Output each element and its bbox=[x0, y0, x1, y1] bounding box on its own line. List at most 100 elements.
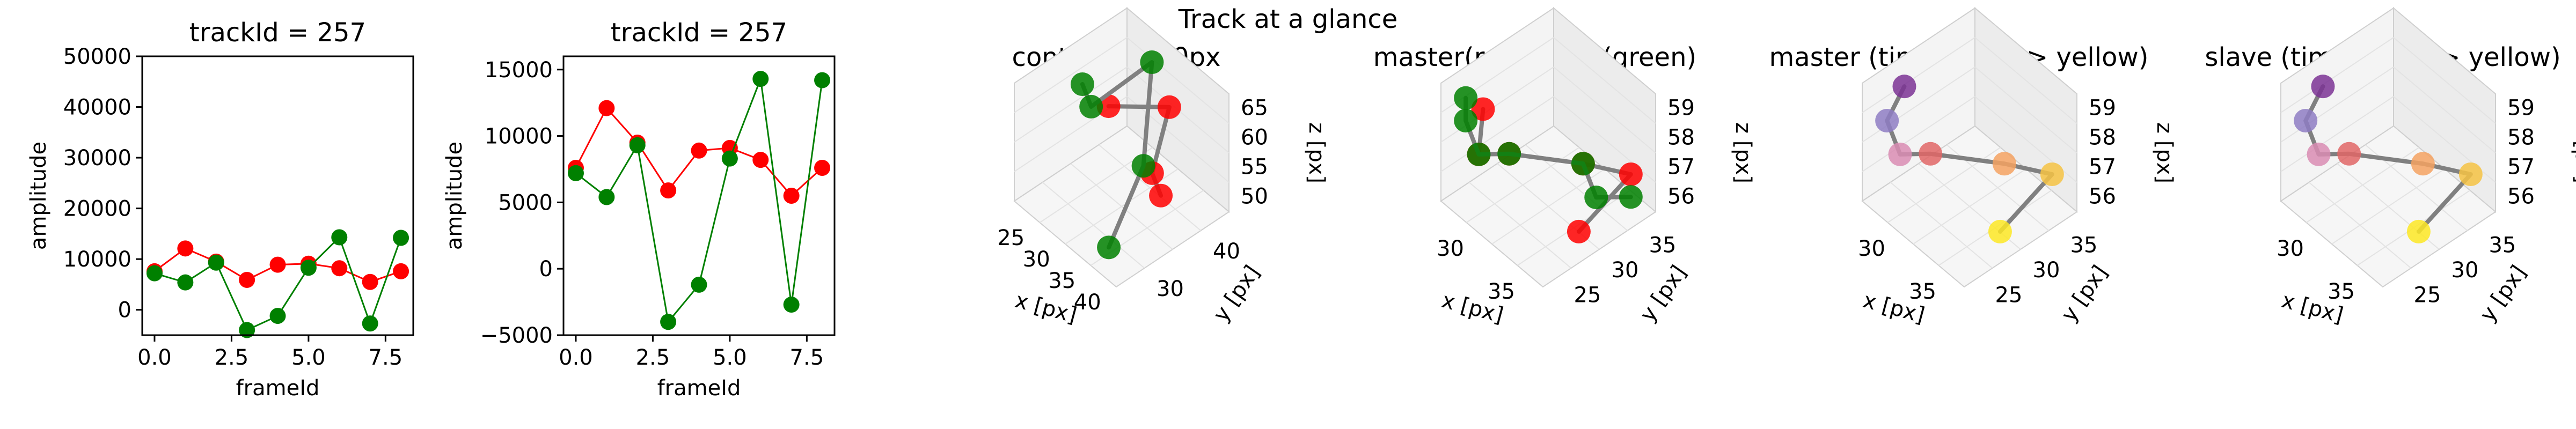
x-tick-label: 35 bbox=[2328, 279, 2355, 304]
x-tick-label: 7.5 bbox=[369, 345, 403, 370]
z-tick-label: 56 bbox=[2507, 184, 2535, 209]
data-point bbox=[208, 254, 224, 271]
time-point bbox=[2307, 142, 2331, 166]
slave-point bbox=[1097, 235, 1121, 260]
data-point bbox=[269, 256, 286, 273]
master-point bbox=[1567, 219, 1591, 243]
chart-title: trackId = 257 bbox=[189, 18, 366, 48]
y-axis-label: y [px] bbox=[1635, 261, 1692, 327]
slave-point bbox=[1467, 142, 1491, 166]
slave-point bbox=[1131, 154, 1155, 178]
x-tick-label: 30 bbox=[1023, 247, 1050, 272]
y-tick-label: 30 bbox=[2451, 258, 2479, 283]
data-point bbox=[362, 315, 378, 332]
data-point bbox=[239, 271, 255, 288]
grid-line bbox=[2393, 37, 2496, 124]
x-tick-label: 25 bbox=[997, 226, 1024, 250]
y-tick-label: 35 bbox=[2489, 233, 2516, 257]
data-point bbox=[177, 240, 194, 257]
z-tick-label: 59 bbox=[2507, 96, 2535, 121]
x-tick-label: 5.0 bbox=[291, 345, 326, 370]
z-tick-label: 58 bbox=[1667, 125, 1695, 150]
y-tick-label: −5000 bbox=[480, 323, 553, 348]
z-axis-label: z [px] bbox=[2571, 122, 2576, 183]
grid-line bbox=[1862, 37, 1975, 113]
data-point bbox=[331, 229, 348, 246]
grid-line bbox=[1553, 37, 1656, 124]
data-point bbox=[362, 273, 378, 290]
x-tick-label: 40 bbox=[1074, 290, 1101, 315]
grid-line bbox=[1862, 96, 1975, 172]
z-axis-label: z [px] bbox=[1731, 122, 1755, 183]
data-point bbox=[721, 150, 738, 167]
y-axis-label: y [px] bbox=[2057, 261, 2113, 327]
z-tick-label: 56 bbox=[1667, 184, 1695, 209]
data-point bbox=[660, 314, 677, 330]
slave-point bbox=[1070, 72, 1094, 97]
y-tick-label: 35 bbox=[1649, 233, 1677, 257]
y-tick-label: 25 bbox=[1574, 283, 1601, 308]
x-axis-label: x [px] bbox=[1013, 288, 1080, 328]
x-tick-label: 2.5 bbox=[215, 345, 249, 370]
x-tick-label: 5.0 bbox=[713, 345, 747, 370]
slave-point bbox=[1497, 142, 1521, 166]
y-tick-label: 5000 bbox=[498, 190, 553, 215]
data-point bbox=[752, 71, 769, 87]
z-axis-label: z [px] bbox=[1304, 122, 1329, 183]
data-point bbox=[239, 322, 255, 338]
data-point bbox=[783, 188, 800, 204]
x-axis-label: frameId bbox=[657, 376, 741, 401]
data-point bbox=[269, 308, 286, 324]
grid-line bbox=[1126, 96, 1230, 183]
slave-point bbox=[1454, 86, 1478, 110]
z-tick-label: 58 bbox=[2507, 125, 2535, 150]
z-tick-label: 57 bbox=[2089, 155, 2116, 180]
grid-line bbox=[1014, 37, 1128, 113]
x-axis-label: frameId bbox=[236, 376, 320, 401]
x-tick-label: 0.0 bbox=[559, 345, 593, 370]
data-point bbox=[598, 100, 615, 116]
x-tick-label: 30 bbox=[1858, 236, 1885, 261]
y-tick-label: 10000 bbox=[485, 124, 553, 149]
chart-title: trackId = 257 bbox=[611, 18, 787, 48]
grid-line bbox=[1014, 66, 1128, 143]
slave-point bbox=[1584, 186, 1608, 210]
y-tick-label: 15000 bbox=[485, 58, 553, 83]
x-tick-label: 35 bbox=[1488, 279, 1515, 304]
data-point bbox=[691, 276, 707, 293]
plot-frame bbox=[141, 55, 414, 336]
z-tick-label: 59 bbox=[2089, 96, 2116, 121]
y-axis-label: y [px] bbox=[2475, 261, 2531, 327]
x-tick-label: 0.0 bbox=[137, 345, 172, 370]
master-track-line bbox=[1106, 104, 1172, 198]
data-point bbox=[814, 72, 831, 88]
y-tick-label: 40 bbox=[1213, 239, 1240, 264]
time-point bbox=[1992, 152, 2016, 176]
y-tick-label: 35 bbox=[2070, 233, 2098, 257]
data-point bbox=[177, 274, 194, 291]
x-tick-label: 7.5 bbox=[790, 345, 824, 370]
grid-line bbox=[1440, 96, 1554, 172]
y-tick-label: 20000 bbox=[63, 197, 131, 221]
time-point bbox=[2311, 75, 2335, 99]
data-point bbox=[393, 230, 409, 246]
y-tick-label: 30 bbox=[2033, 258, 2060, 283]
grid-line bbox=[2280, 96, 2394, 172]
x-tick-label: 35 bbox=[1909, 279, 1936, 304]
line-chart-2: trackId = 257 0.0 2.5 5.0 7.5 −5000 0 5000 10000… bbox=[442, 18, 836, 401]
x-tick-label: 30 bbox=[1437, 236, 1464, 261]
master-point bbox=[1157, 95, 1181, 119]
time-point bbox=[1875, 109, 1899, 132]
y-axis-label: y [px] bbox=[1209, 261, 1265, 327]
time-point bbox=[2040, 162, 2064, 186]
grid-line bbox=[2331, 168, 2445, 245]
slave-point bbox=[1454, 109, 1478, 132]
z-tick-label: 65 bbox=[1241, 96, 1268, 121]
grid-line bbox=[1491, 168, 1605, 245]
z-tick-label: 55 bbox=[1241, 155, 1268, 180]
y-tick-label: 30 bbox=[1157, 277, 1184, 301]
grid-line bbox=[1974, 66, 2077, 153]
line-chart-1: trackId = 257 0.0 2.5 5.0 7.5 0 10000 20000 3000… bbox=[26, 18, 414, 401]
